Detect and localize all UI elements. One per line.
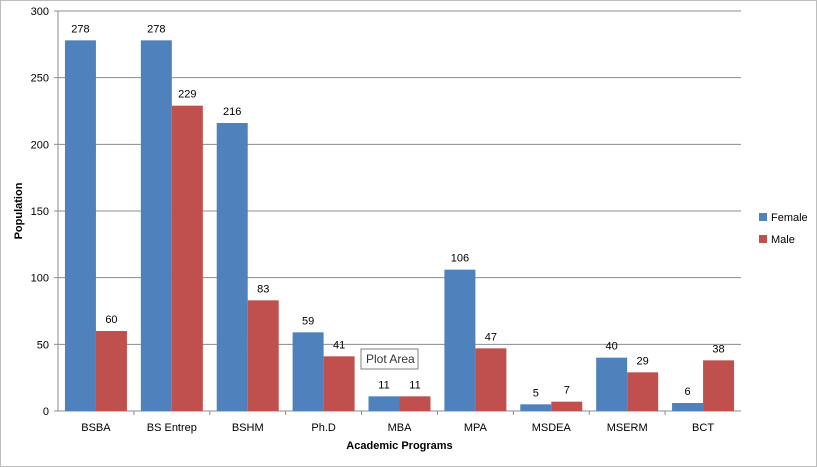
bar-female	[444, 269, 476, 411]
bar-male	[399, 396, 431, 411]
y-tick-label: 100	[31, 273, 49, 285]
x-tick-label: MBA	[388, 422, 413, 434]
y-tick-label: 50	[37, 339, 49, 351]
bar-male	[475, 348, 507, 411]
bar-male	[95, 331, 127, 411]
tooltip-text: Plot Area	[366, 352, 415, 366]
data-label: 11	[409, 379, 420, 391]
x-tick-label: MPA	[464, 422, 488, 434]
data-label: 278	[71, 23, 89, 35]
bar-female	[672, 403, 704, 411]
bar-male	[323, 356, 355, 411]
y-axis-title: Population	[13, 182, 25, 239]
data-label: 38	[712, 343, 724, 355]
bar-female	[292, 332, 324, 411]
data-label: 7	[564, 385, 570, 397]
data-label: 6	[684, 386, 690, 398]
bar-female	[140, 40, 172, 411]
data-label: 229	[178, 89, 196, 101]
data-label: 40	[606, 341, 618, 353]
x-tick-label: BSBA	[81, 422, 111, 434]
legend-swatch-female	[759, 213, 767, 221]
legend-swatch-male	[759, 235, 767, 243]
data-label: 278	[147, 23, 165, 35]
legend-label: Female	[771, 212, 808, 224]
data-label: 29	[637, 355, 649, 367]
data-label: 47	[485, 331, 497, 343]
bar-female	[520, 404, 552, 411]
x-tick-label: MSERM	[607, 422, 648, 434]
y-tick-label: 150	[31, 206, 49, 218]
data-label: 41	[333, 339, 345, 351]
bar-female	[216, 123, 248, 411]
bar-female	[596, 357, 628, 411]
data-label: 83	[257, 283, 269, 295]
bar-male	[703, 360, 735, 411]
x-axis-title: Academic Programs	[346, 440, 452, 452]
y-tick-label: 200	[31, 139, 49, 151]
x-tick-label: MSDEA	[532, 422, 572, 434]
data-label: 5	[533, 387, 539, 399]
legend-label: Male	[771, 234, 795, 246]
data-label: 216	[223, 106, 241, 118]
data-label: 106	[451, 253, 469, 265]
bar-male	[247, 300, 279, 411]
x-tick-label: Ph.D	[311, 422, 336, 434]
x-tick-label: BCT	[692, 422, 714, 434]
data-label: 11	[378, 379, 389, 391]
x-tick-label: BSHM	[232, 422, 264, 434]
data-label: 59	[302, 315, 314, 327]
y-tick-label: 250	[31, 73, 49, 85]
y-tick-label: 0	[43, 406, 49, 418]
tooltip-box	[360, 348, 419, 370]
bar-male	[627, 372, 659, 411]
bar-female	[64, 40, 96, 411]
bar-male	[551, 401, 583, 411]
x-tick-label: BS Entrep	[147, 422, 197, 434]
bar-female	[368, 396, 400, 411]
plot-area-tooltip: Plot Area	[360, 348, 419, 370]
data-label: 60	[105, 314, 117, 326]
y-tick-label: 300	[31, 6, 49, 18]
bar-male	[171, 105, 203, 412]
